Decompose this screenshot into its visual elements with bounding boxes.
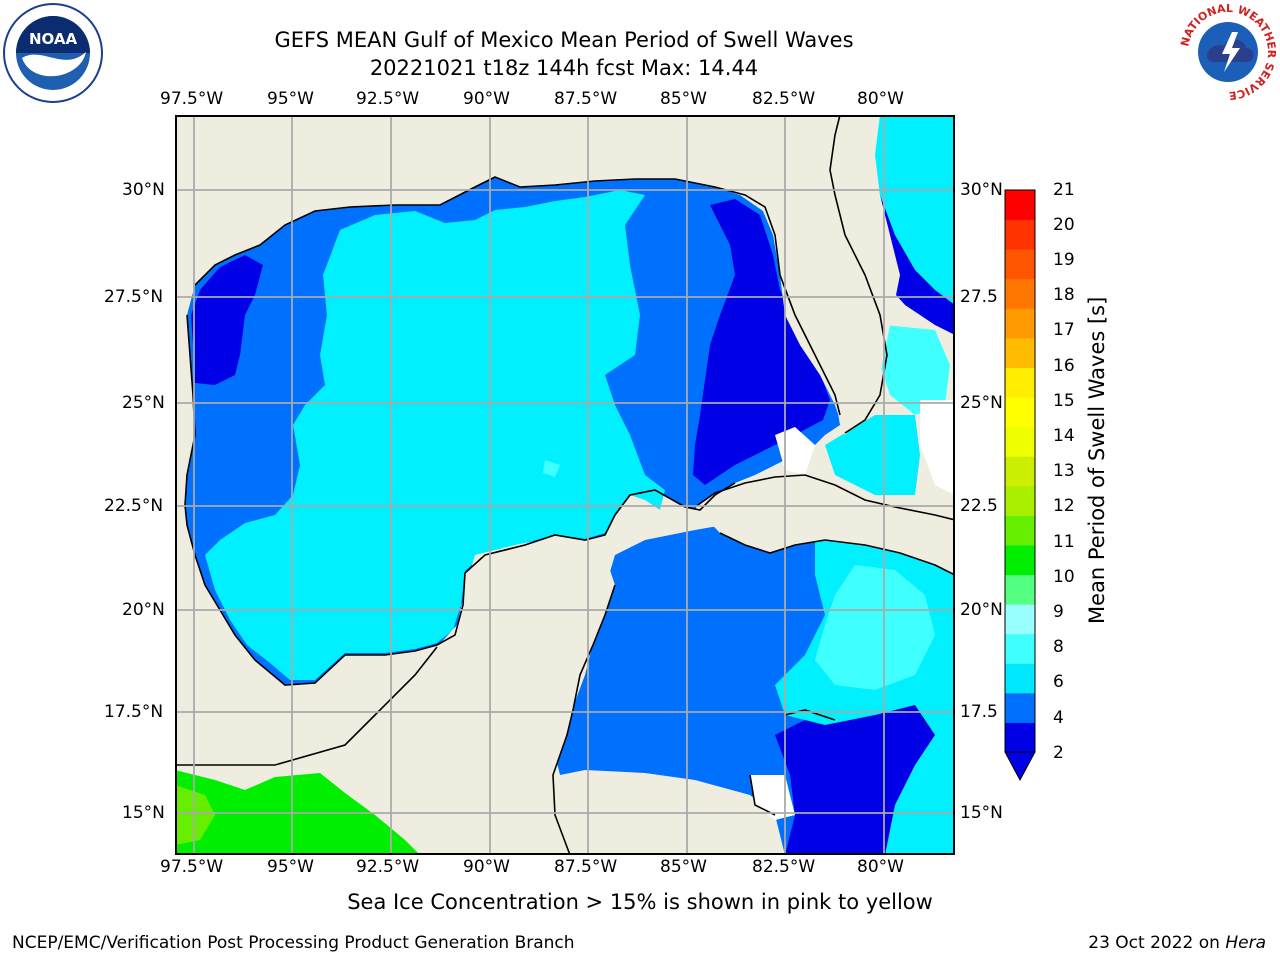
cb-tick-17: 17 [1053,320,1075,340]
cb-tick-2: 2 [1053,743,1064,763]
nws-logo: NATIONAL WEATHER SERVICE [1178,2,1278,102]
footer-branch: NCEP/EMC/Verification Post Processing Pr… [12,933,575,953]
lat-tick-left-6: 17.5°N [104,702,164,722]
lon-tick-bottom-4: 90°W [463,857,510,877]
colorbar-band [1005,692,1035,723]
colorbar-band [1005,190,1035,221]
noaa-logo: NOAA [2,2,104,104]
gulf-pale-spot [543,460,560,477]
cb-tick-10: 10 [1053,567,1075,587]
colorbar-extend-arrow [1004,751,1036,782]
lon-tick-top-5: 87.5°W [554,89,618,109]
footer-host: Hera [1225,933,1266,953]
lat-tick-right-1: 30°N [960,180,1003,200]
lon-tick-bottom-7: 82.5°W [752,857,816,877]
lat-tick-left-5: 20°N [122,600,165,620]
colorbar-svg [1004,189,1036,782]
cb-tick-6: 6 [1053,672,1064,692]
footer-date: 23 Oct 2022 on Hera [1088,933,1266,953]
map-panel [175,114,956,856]
colorbar-band [1005,456,1035,487]
cb-tick-13: 13 [1053,461,1075,481]
sea-ice-caption: Sea Ice Concentration > 15% is shown in … [347,890,933,914]
lon-tick-top-1: 97.5°W [160,89,224,109]
colorbar-band [1005,249,1035,280]
atlantic-light [873,115,955,305]
colorbar [1000,186,1040,786]
bahamas-pale [880,325,950,415]
cb-tick-18: 18 [1053,285,1075,305]
colorbar-band [1005,515,1035,546]
lat-tick-right-6: 17.5 [960,702,998,722]
caribbean-pale [815,565,935,690]
straits-light [825,415,920,495]
cb-tick-15: 15 [1053,391,1075,411]
gridlines [175,115,955,855]
cb-tick-11: 11 [1053,532,1075,552]
footer-date-text: 23 Oct 2022 on [1088,933,1226,953]
lon-tick-top-8: 80°W [857,89,904,109]
cb-tick-12: 12 [1053,496,1075,516]
gulf-deep-east [693,199,830,485]
colorbar-band [1005,722,1035,753]
colorbar-band [1005,337,1035,368]
lat-tick-left-1: 30°N [122,180,165,200]
lat-tick-left-2: 27.5°N [104,287,164,307]
cb-tick-4: 4 [1053,708,1064,728]
colorbar-band [1005,219,1035,250]
colorbar-band [1005,485,1035,516]
plot-title: GEFS MEAN Gulf of Mexico Mean Period of … [274,28,854,52]
florida-land [675,115,900,435]
cb-tick-21: 21 [1053,180,1075,200]
plot-subtitle: 20221021 t18z 144h fcst Max: 14.44 [369,56,759,80]
lon-tick-top-3: 92.5°W [356,89,420,109]
colorbar-band [1005,397,1035,428]
nodata-bahamas [920,400,955,495]
lon-tick-top-7: 82.5°W [752,89,816,109]
lon-tick-bottom-6: 85°W [660,857,707,877]
cb-tick-20: 20 [1053,215,1075,235]
lon-tick-bottom-8: 80°W [857,857,904,877]
colorbar-band [1005,426,1035,457]
lon-tick-top-6: 85°W [660,89,707,109]
lat-tick-right-7: 15°N [960,803,1003,823]
lon-tick-top-2: 95°W [267,89,314,109]
cb-tick-19: 19 [1053,250,1075,270]
colorbar-frame [1004,189,1036,753]
colorbar-band [1005,574,1035,605]
cb-tick-16: 16 [1053,356,1075,376]
lon-tick-bottom-2: 95°W [267,857,314,877]
colorbar-band [1005,604,1035,635]
cb-tick-8: 8 [1053,637,1064,657]
colorbar-band [1005,367,1035,398]
lat-tick-right-2: 27.5 [960,287,998,307]
colorbar-band [1005,544,1035,576]
lon-tick-top-4: 90°W [463,89,510,109]
cb-tick-9: 9 [1053,602,1064,622]
colorbar-band [1005,308,1035,339]
lat-tick-right-5: 20°N [960,600,1003,620]
lon-tick-bottom-1: 97.5°W [160,857,224,877]
colorbar-label: Mean Period of Swell Waves [s] [1085,296,1109,624]
lon-tick-bottom-5: 87.5°W [554,857,618,877]
lat-tick-left-4: 22.5°N [104,496,164,516]
coastlines [175,114,956,856]
noaa-logo-text: NOAA [29,30,78,48]
gulf-deep-west [191,255,263,385]
lon-tick-bottom-3: 92.5°W [356,857,420,877]
lat-tick-right-3: 25°N [960,393,1003,413]
lat-tick-left-7: 15°N [122,803,165,823]
map-frame [175,115,955,855]
lat-tick-left-3: 25°N [122,393,165,413]
colorbar-band [1005,663,1035,694]
map-svg [175,114,956,856]
pacific-green-light [175,785,215,845]
colorbar-band [1005,633,1035,664]
cb-tick-14: 14 [1053,426,1075,446]
gulf-light-center [205,190,665,680]
colorbar-band [1005,278,1035,309]
lat-tick-right-4: 22.5 [960,496,998,516]
